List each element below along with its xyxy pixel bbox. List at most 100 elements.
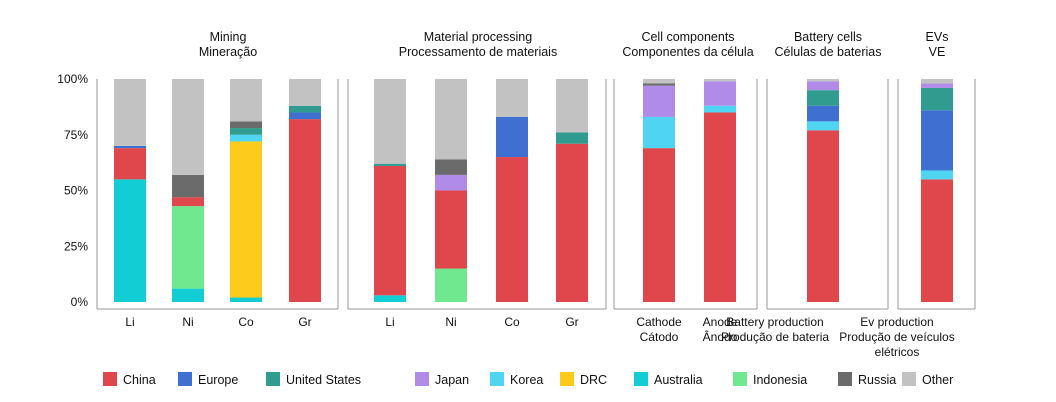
legend-label: Europe bbox=[198, 373, 238, 387]
bar-segment-russia bbox=[230, 121, 262, 129]
legend-label: Japan bbox=[435, 373, 469, 387]
group-title: Componentes da célula bbox=[622, 45, 753, 59]
x-tick-label: Ni bbox=[445, 315, 456, 329]
bar-segment-china bbox=[921, 179, 953, 302]
bar-segment-other bbox=[704, 79, 736, 82]
bar-segment-china bbox=[807, 130, 839, 302]
legend-item: Korea bbox=[490, 372, 543, 387]
bar-segment-japan bbox=[643, 85, 675, 117]
bar-segment-other bbox=[556, 79, 588, 133]
x-tick-label: Li bbox=[385, 315, 394, 329]
legend-swatch bbox=[266, 372, 280, 386]
group-title: EVs bbox=[926, 30, 949, 44]
bar-segment-europe bbox=[289, 112, 321, 120]
legend-label: Other bbox=[922, 373, 953, 387]
bar-segment-korea bbox=[643, 116, 675, 149]
bar-segment-china bbox=[704, 112, 736, 302]
group-title: Cell components bbox=[641, 30, 734, 44]
group-title: Mineração bbox=[199, 45, 257, 59]
bar-segment-europe bbox=[496, 116, 528, 158]
legend-swatch bbox=[733, 372, 747, 386]
y-tick-label: 25% bbox=[64, 239, 88, 253]
group-title: Processamento de materiais bbox=[399, 45, 557, 59]
y-tick-label: 75% bbox=[64, 128, 88, 142]
bar-segment-russia bbox=[172, 174, 204, 198]
legend-swatch bbox=[178, 372, 192, 386]
x-tick-label: Produção de veículos bbox=[839, 330, 954, 344]
bar-segment-other bbox=[921, 79, 953, 84]
bar-segment-other bbox=[643, 79, 675, 84]
legend-label: DRC bbox=[580, 373, 607, 387]
group-title: Material processing bbox=[424, 30, 532, 44]
bar-segment-china bbox=[374, 165, 406, 296]
bar-segment-china bbox=[114, 148, 146, 180]
x-tick-label: Co bbox=[504, 315, 520, 329]
legend-item: Other bbox=[902, 372, 953, 387]
stacked-bar bbox=[114, 79, 146, 302]
legend-label: Indonesia bbox=[753, 373, 807, 387]
group-title: Células de baterias bbox=[774, 45, 881, 59]
stacked-bar bbox=[289, 79, 321, 302]
bar-segment-japan bbox=[807, 81, 839, 91]
x-tick-label: Li bbox=[125, 315, 134, 329]
bar-segment-japan bbox=[704, 81, 736, 106]
group-title: Mining bbox=[210, 30, 247, 44]
bar-segment-united-states bbox=[556, 132, 588, 144]
bar-segment-other bbox=[230, 79, 262, 122]
bar-segment-other bbox=[435, 79, 467, 160]
bar-segment-other bbox=[172, 79, 204, 175]
stacked-bar bbox=[172, 79, 204, 302]
bar-segment-indonesia bbox=[172, 206, 204, 289]
legend-item: DRC bbox=[560, 372, 607, 387]
x-tick-label: Battery production bbox=[726, 315, 823, 329]
legend-swatch bbox=[490, 372, 504, 386]
legend-label: China bbox=[123, 373, 156, 387]
bar-segment-korea bbox=[230, 134, 262, 142]
bar-segment-china bbox=[289, 119, 321, 302]
x-tick-label: Anode bbox=[703, 315, 738, 329]
stacked-bar bbox=[435, 79, 467, 302]
y-tick-label: 50% bbox=[64, 184, 88, 198]
x-tick-label: Produção de bateria bbox=[721, 330, 829, 344]
bar-segment-japan bbox=[921, 83, 953, 88]
bar-segment-china bbox=[435, 190, 467, 269]
bar-segment-united-states bbox=[374, 163, 406, 166]
bar-segment-russia bbox=[643, 83, 675, 86]
x-tick-label: Gr bbox=[565, 315, 578, 329]
group-title: Battery cells bbox=[794, 30, 862, 44]
bar-segment-china bbox=[556, 143, 588, 302]
legend-item: Russia bbox=[838, 372, 896, 387]
x-tick-label: Ni bbox=[182, 315, 193, 329]
legend-item: Europe bbox=[178, 372, 238, 387]
y-axis: 0% 25% 50% 75% 100% bbox=[57, 72, 88, 309]
legend-item: China bbox=[103, 372, 156, 387]
x-tick-label: Gr bbox=[298, 315, 311, 329]
bar-segment-other bbox=[807, 79, 839, 82]
stacked-bar bbox=[704, 79, 736, 302]
bar-segment-australia bbox=[230, 297, 262, 302]
legend-label: Australia bbox=[654, 373, 703, 387]
bar-segment-united-states bbox=[807, 90, 839, 106]
legend-item: Indonesia bbox=[733, 372, 807, 387]
bar-segment-other bbox=[289, 79, 321, 106]
bar-segment-europe bbox=[807, 105, 839, 122]
legend-swatch bbox=[634, 372, 648, 386]
legend-item: Australia bbox=[634, 372, 703, 387]
bar-segment-china bbox=[172, 197, 204, 207]
bar-segment-indonesia bbox=[435, 268, 467, 302]
legend-swatch bbox=[560, 372, 574, 386]
bar-segment-united-states bbox=[289, 105, 321, 113]
legend-label: Korea bbox=[510, 373, 543, 387]
bar-segment-other bbox=[114, 79, 146, 146]
bar-segment-europe bbox=[921, 110, 953, 171]
bar-segment-australia bbox=[172, 288, 204, 302]
stacked-bar bbox=[230, 79, 262, 302]
legend-swatch bbox=[415, 372, 429, 386]
bar-segment-united-states bbox=[230, 128, 262, 135]
x-tick-label: Ev production bbox=[860, 315, 933, 329]
x-tick-label: Co bbox=[238, 315, 254, 329]
